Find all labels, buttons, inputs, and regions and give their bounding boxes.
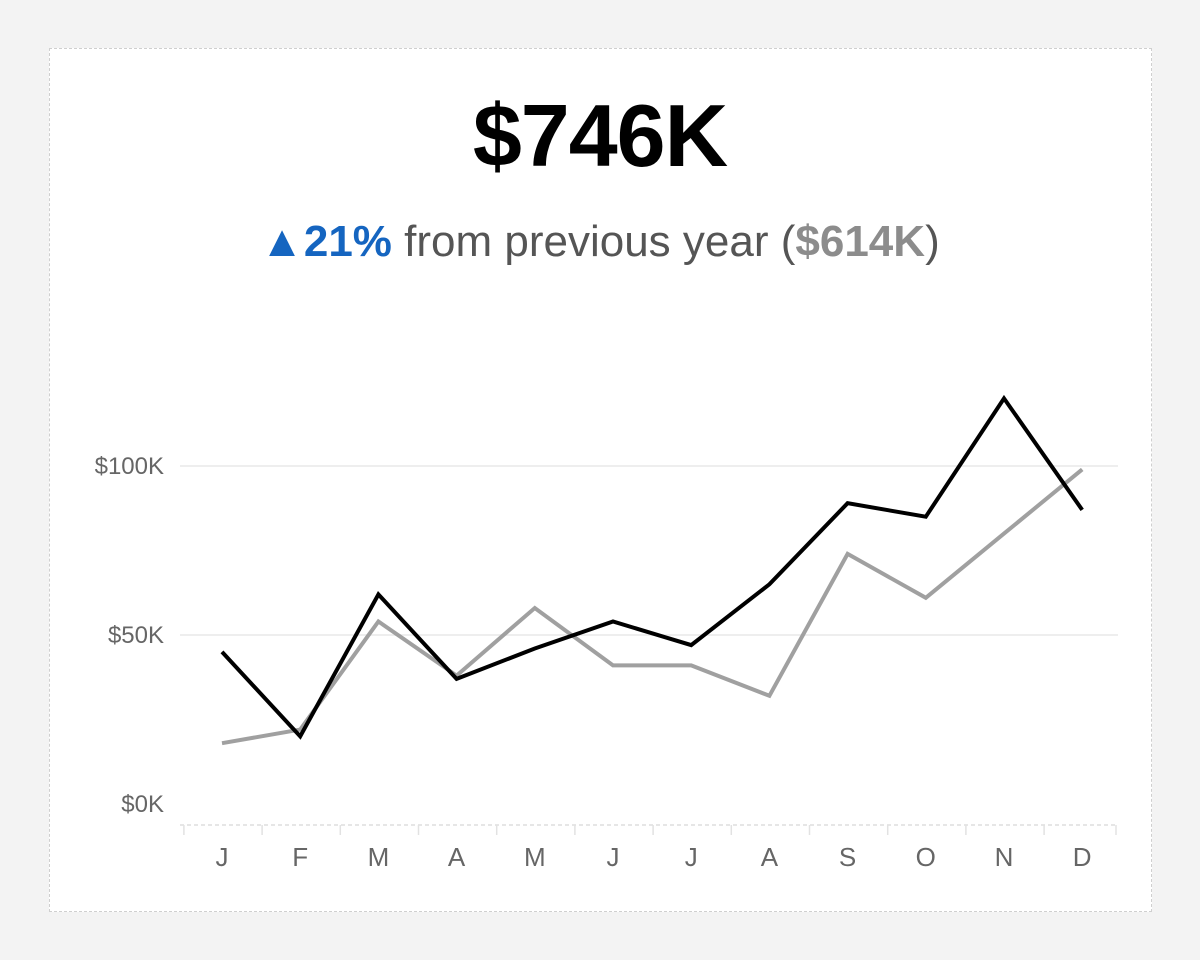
y-tick-label: $50K xyxy=(108,622,164,649)
change-text: from previous year ( xyxy=(391,217,796,266)
total-value: $746K xyxy=(472,86,728,185)
current-year-line xyxy=(220,394,1084,740)
x-tick-label: A xyxy=(761,842,779,872)
change-percent: 21% xyxy=(303,217,392,266)
y-tick-label: $100K xyxy=(95,453,164,480)
previous-year-line xyxy=(221,467,1084,746)
x-tick-label: D xyxy=(1073,842,1092,872)
x-tick-label: J xyxy=(216,842,229,872)
y-tick-label: $0K xyxy=(121,791,164,818)
x-tick-label: F xyxy=(292,842,308,872)
close-paren: ) xyxy=(925,217,940,266)
x-tick-label: M xyxy=(368,842,390,872)
x-tick-label: A xyxy=(448,842,466,872)
x-tick-label: S xyxy=(839,842,856,872)
change-up-arrow-icon: ▲ xyxy=(260,217,304,266)
change-summary: ▲21% from previous year ($614K) xyxy=(0,220,1200,264)
previous-total: $614K xyxy=(795,217,926,266)
x-tick-label: N xyxy=(995,842,1014,872)
x-tick-label: J xyxy=(607,842,620,872)
x-tick-label: J xyxy=(685,842,698,872)
x-tick-label: M xyxy=(524,842,546,872)
kpi-card xyxy=(49,48,1152,912)
x-tick-label: O xyxy=(916,842,936,872)
